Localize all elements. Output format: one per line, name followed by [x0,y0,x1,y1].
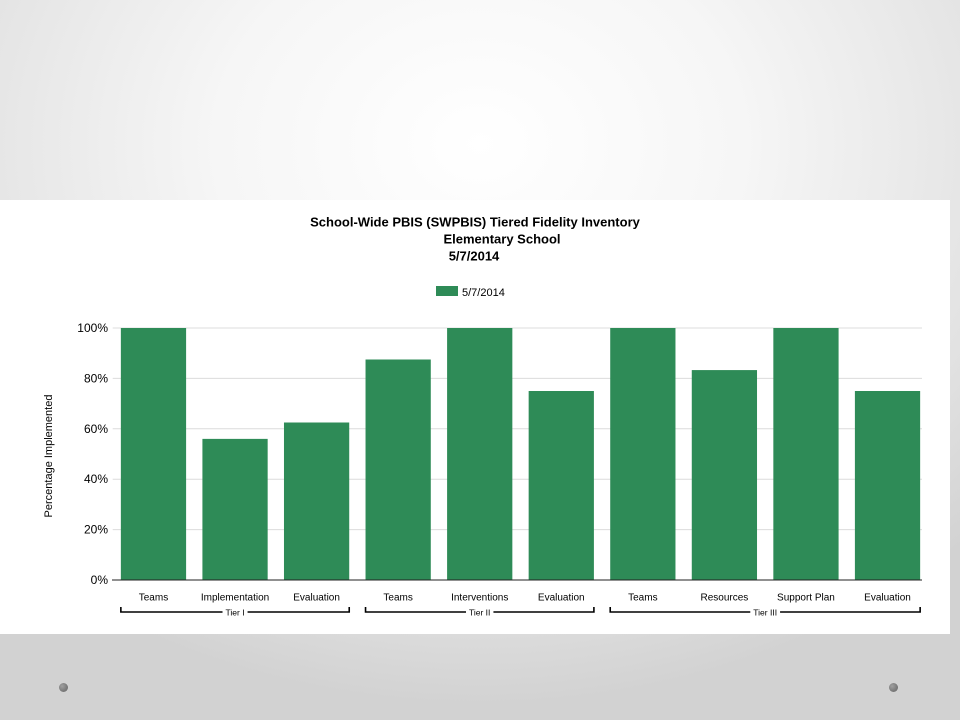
bar [854,391,921,580]
y-tick-label: 60% [84,422,108,436]
tier-label: Tier II [469,608,490,618]
slide-dot-right [889,683,898,692]
tier-bracket: Tier II [364,607,595,618]
bar [773,328,839,580]
y-axis-label: Percentage Implemented [43,395,55,518]
y-tick-label: 0% [91,573,109,587]
bar [202,438,268,580]
tier-bracket: Tier III [609,607,921,618]
bracket-label-bg [466,608,494,617]
slide-dot-left [59,683,68,692]
x-tick-label: Support Plan [777,593,835,604]
bracket-label-bg [222,608,248,617]
x-axis-ticks: Teams Implementation Evaluation Teams Interv… [139,593,911,604]
bar [283,422,350,580]
y-tick-label: 20% [84,523,108,537]
bar-chart: School-Wide PBIS (SWPBIS) Tiered Fidelit… [43,215,922,618]
y-tick-label: 40% [84,472,108,486]
x-tick-label: Implementation [201,593,269,604]
bar [120,328,187,580]
bars [120,328,921,580]
x-tick-label: Interventions [451,593,508,604]
x-tick-label: Teams [383,593,412,604]
bar [447,328,513,580]
chart-subtitle: Elementary School [443,232,560,247]
tier-label: Tier III [753,608,777,618]
x-tick-label: Teams [628,593,657,604]
tier-groups: Tier I Tier II Tier III [120,607,921,618]
x-tick-label: Resources [700,593,748,604]
chart-panel: School-Wide PBIS (SWPBIS) Tiered Fidelit… [0,200,950,634]
bar [691,370,758,580]
legend-label: 5/7/2014 [462,287,505,299]
x-tick-label: Evaluation [293,593,340,604]
x-tick-label: Evaluation [538,593,585,604]
x-tick-label: Evaluation [864,593,911,604]
bar [528,391,594,580]
y-tick-label: 100% [77,321,108,335]
tier-bracket: Tier I [120,607,351,618]
tier-label: Tier I [226,608,245,618]
bar [365,359,431,580]
legend-swatch [436,286,458,296]
bracket-label-bg [750,608,781,617]
y-axis-ticks: 0% 20% 40% 60% 80% 100% [77,321,108,587]
legend: 5/7/2014 [436,286,505,299]
chart-title: School-Wide PBIS (SWPBIS) Tiered Fidelit… [310,215,641,230]
x-tick-label: Teams [139,593,168,604]
y-tick-label: 80% [84,371,108,385]
chart-date: 5/7/2014 [449,249,500,264]
bar [610,328,676,580]
